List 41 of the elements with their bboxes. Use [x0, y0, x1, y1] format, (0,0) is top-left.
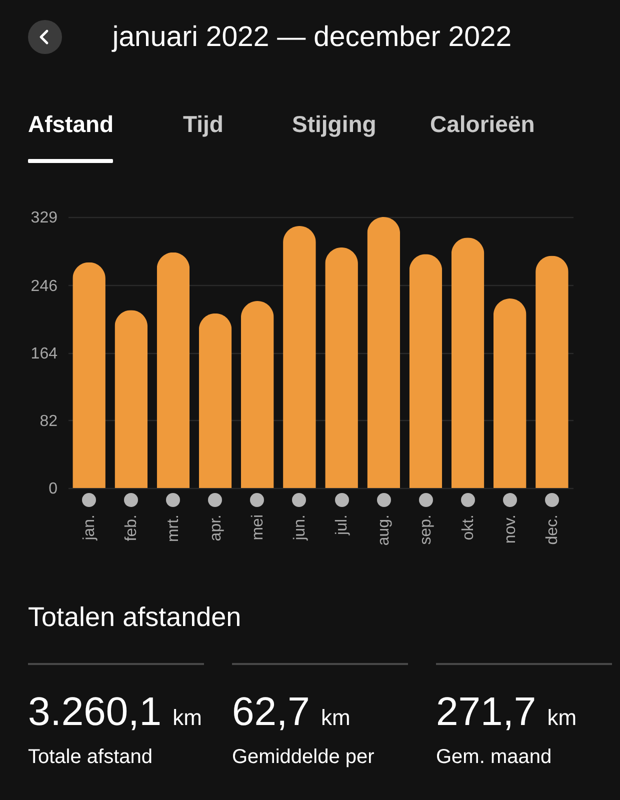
y-tick-label: 164	[30, 345, 58, 362]
y-tick-label: 329	[30, 210, 58, 226]
x-tick-label: jun.	[291, 514, 308, 542]
text: Afstand	[28, 110, 114, 138]
text: Calorieën	[430, 110, 535, 138]
text: Totale afstand	[28, 745, 153, 770]
bar	[156, 252, 190, 488]
bar	[283, 226, 316, 488]
text: Gemiddelde per	[232, 745, 374, 770]
chart-title: januari 2022 — december 2022	[112, 20, 512, 54]
bar	[72, 262, 106, 488]
bar	[493, 298, 526, 488]
text: Stijging	[292, 110, 376, 138]
y-tick-label: 82	[40, 412, 58, 430]
bar	[240, 301, 274, 488]
y-tick-label: 246	[30, 278, 58, 295]
x-tick-label: mrt.	[165, 514, 182, 542]
x-tick-label: jan.	[81, 514, 98, 542]
x-tick-label: jul.	[334, 514, 351, 536]
bar	[198, 313, 232, 488]
x-tick-label: nov.	[502, 514, 519, 544]
text: Gem. maand	[436, 745, 552, 770]
x-tick-label: apr.	[207, 514, 224, 542]
x-tick-label: okt.	[460, 514, 477, 540]
text: 62,7 km	[232, 689, 350, 736]
bar	[536, 256, 568, 488]
bar	[325, 247, 358, 488]
x-tick-label: mei	[249, 514, 266, 540]
text: Totalen afstanden	[28, 601, 242, 633]
text: 271,7 km	[436, 689, 577, 736]
x-tick-label: aug.	[376, 514, 393, 546]
text: 3.260,1 km	[28, 689, 202, 736]
y-tick-label: 0	[48, 480, 58, 498]
x-tick-label: dec.	[544, 514, 561, 545]
x-tick-label: feb.	[123, 514, 140, 542]
bar	[114, 310, 148, 488]
bar	[451, 238, 484, 488]
bar	[367, 217, 400, 488]
text: Tijd	[183, 110, 224, 138]
x-tick-label: sep.	[418, 514, 435, 545]
bar	[409, 254, 442, 488]
